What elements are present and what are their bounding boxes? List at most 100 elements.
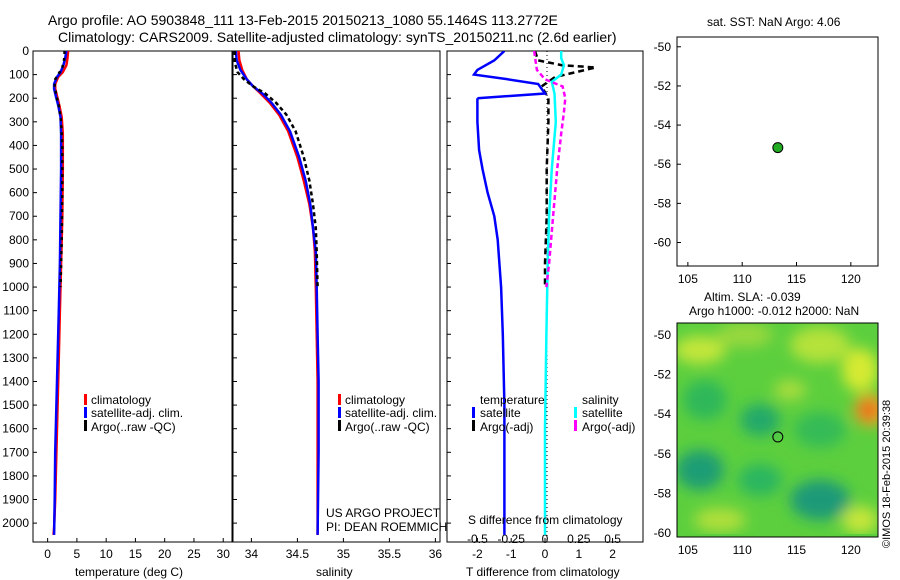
y-tick-label: -52	[654, 368, 672, 382]
series-argo	[233, 51, 319, 288]
y-tick-label: 1900	[2, 493, 29, 507]
argo-position-marker-sla	[772, 431, 784, 443]
x-tick-label: -1	[506, 547, 517, 561]
y-tick-label: 1200	[2, 327, 29, 341]
y-tick-label: 200	[9, 91, 29, 105]
series-satellite	[52, 51, 68, 535]
legend-label-s-argo: Argo(-adj)	[582, 420, 635, 434]
legend-title-salinity: salinity	[582, 393, 619, 407]
y-tick-label: 1300	[2, 351, 29, 365]
y-tick-label: 600	[9, 186, 29, 200]
sst-map-title: sat. SST: NaN Argo: 4.06	[707, 15, 841, 29]
x-tick-label: 20	[158, 547, 172, 561]
legend-swatch-s-satellite	[574, 407, 577, 418]
y-tick-label: 1800	[2, 469, 29, 483]
y-tick-label: 100	[9, 68, 29, 82]
series-s-argo-adj-	[532, 51, 567, 288]
salinity-axis: 34 34.5 35 35.5 36	[233, 50, 443, 561]
y-tick-label: 800	[9, 233, 29, 247]
y-tick-label: 1000	[2, 280, 29, 294]
x-tick-label: 120	[841, 543, 861, 557]
x-tick-label: 34.5	[286, 547, 310, 561]
legend-label-t-argo: Argo(-adj)	[480, 420, 533, 434]
y-tick-label: 1100	[3, 304, 29, 318]
y-tick-label: -58	[654, 196, 672, 210]
legend-swatch-argo	[84, 420, 87, 431]
y-tick-label: 0	[22, 44, 29, 58]
x-tick-label: 35.5	[378, 547, 402, 561]
y-tick-label: -58	[654, 486, 672, 500]
legend-swatch-t-satellite	[472, 407, 475, 418]
x-tick-label: 30	[217, 547, 231, 561]
salinity-legend: climatology satellite-adj. clim. Argo(..…	[338, 393, 437, 434]
y-tick-label: 300	[9, 115, 29, 129]
x-tick-label: 2	[609, 547, 616, 561]
y-tick-label: 1400	[2, 374, 29, 388]
x-tick-label: 15	[129, 547, 143, 561]
x-tick-label: 0	[44, 547, 51, 561]
legend-label-argo: Argo(..raw -QC)	[345, 420, 430, 434]
x-tick-label: 105	[678, 272, 698, 286]
x-tick-label: 5	[74, 547, 81, 561]
legend-label-argo: Argo(..raw -QC)	[91, 420, 176, 434]
salinity-series	[233, 51, 320, 535]
legend-swatch-climatology	[84, 394, 87, 405]
sla-map-title: Altim. SLA: -0.039	[704, 290, 801, 304]
figure-title-line2: Climatology: CARS2009. Satellite-adjuste…	[58, 29, 616, 45]
legend-label-satellite: satellite-adj. clim.	[345, 406, 437, 420]
salinity-xlabel: salinity	[316, 565, 353, 579]
x-tick-label: -2	[472, 547, 483, 561]
x-tick-label: 35	[337, 547, 351, 561]
legend-label-climatology: climatology	[91, 393, 151, 407]
top-tick-label: 0	[542, 532, 549, 546]
sst-map-axis: -50 -52 -54 -56 -58 -60 105 110 115 120	[654, 40, 862, 286]
map-markers	[772, 142, 784, 443]
temperature-series	[52, 51, 70, 536]
temperature-panel-frame	[32, 50, 233, 543]
legend-swatch-t-argo	[472, 420, 475, 431]
argo-position-marker-sst	[772, 142, 784, 154]
series-s-satellite	[543, 51, 566, 535]
x-tick-label: 110	[733, 272, 752, 286]
x-tick-label: 10	[99, 547, 113, 561]
y-tick-label: 1600	[2, 422, 29, 436]
imos-stamp: ©IMOS 18-Feb-2015 20:39:38	[881, 400, 893, 548]
y-tick-label: -50	[654, 40, 672, 54]
series-t-satellite-surface	[471, 51, 548, 100]
difference-series	[471, 51, 596, 535]
project-credit: US ARGO PROJECT	[326, 506, 441, 520]
series-t-argo-adj-	[533, 51, 596, 288]
difference-axis: -2 -1 0 1 2 -0.5 -0.25 0 0.25 0.5	[447, 50, 621, 561]
x-tick-label: 115	[787, 272, 806, 286]
legend-label-s-satellite: satellite	[582, 406, 623, 420]
temperature-legend: climatology satellite-adj. clim. Argo(..…	[84, 393, 183, 434]
y-tick-label: 2000	[2, 516, 29, 530]
y-tick-label: -60	[654, 236, 672, 250]
x-tick-label: 105	[678, 543, 698, 557]
y-tick-label: -52	[654, 79, 672, 93]
series-t-satellite	[476, 98, 506, 535]
y-tick-label: 500	[9, 162, 29, 176]
y-tick-label: -54	[654, 118, 672, 132]
legend-swatch-climatology	[338, 394, 341, 405]
series-argo	[53, 51, 66, 288]
top-tick-label: 0.25	[567, 532, 591, 546]
legend-label-t-satellite: satellite	[480, 406, 521, 420]
y-tick-label: 900	[9, 256, 29, 270]
x-tick-label: 0	[542, 547, 549, 561]
y-tick-label: 400	[9, 138, 29, 152]
legend-label-climatology: climatology	[345, 393, 405, 407]
pi-credit: PI: DEAN ROEMMICH	[326, 520, 447, 534]
x-tick-label: 110	[733, 543, 752, 557]
y-tick-label: -50	[654, 328, 672, 342]
temperature-xlabel: temperature (deg C)	[75, 565, 183, 579]
x-tick-label: 34	[245, 547, 259, 561]
x-tick-label: 25	[187, 547, 201, 561]
temperature-axis: 0100200300400500600700800900100011001200…	[2, 44, 230, 561]
legend-swatch-s-argo	[574, 420, 577, 431]
figure-title-line1: Argo profile: AO 5903848_111 13-Feb-2015…	[48, 12, 558, 28]
tdiff-xlabel: T difference from climatology	[466, 565, 620, 579]
x-tick-label: 36	[429, 547, 443, 561]
legend-swatch-argo	[338, 420, 341, 431]
